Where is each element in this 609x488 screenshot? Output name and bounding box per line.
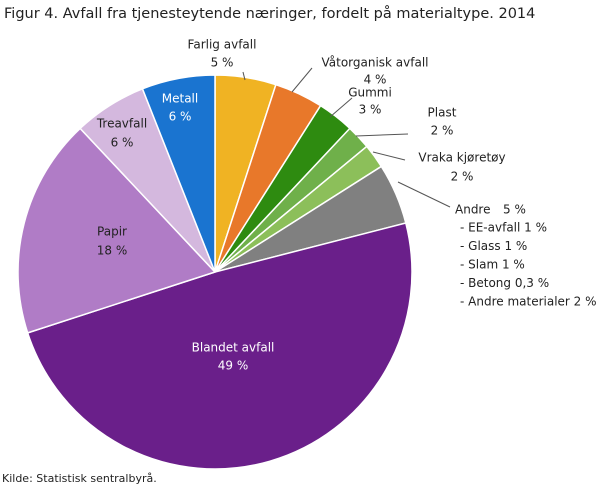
leader-line: [291, 67, 313, 93]
slice-label: Vraka kjøretøy: [418, 151, 505, 165]
annotation: - Andre materialer 2 %: [460, 295, 597, 309]
value-label: 6 %: [111, 136, 134, 150]
value-label: 2 %: [431, 124, 454, 138]
slice-label: Papir: [97, 225, 127, 239]
source: Kilde: Statistisk sentralbyrå.: [2, 472, 157, 485]
slice-label: Blandet avfall: [192, 341, 275, 355]
pie-slice: [17, 127, 217, 334]
leader-line: [372, 151, 406, 161]
value-label: 5 %: [503, 203, 526, 217]
value-label: 4 %: [364, 73, 387, 87]
leader-line: [355, 133, 409, 137]
slice-label: Farlig avfall: [188, 38, 257, 52]
value-label: 2 %: [451, 170, 474, 184]
pie-slice: [26, 222, 413, 470]
annotation: - Slam 1 %: [460, 258, 525, 272]
slice-label: Treavfall: [96, 117, 147, 131]
value-label: 3 %: [359, 103, 382, 117]
leader-line: [242, 71, 246, 81]
value-label: 49 %: [218, 359, 249, 373]
pie-slice: [141, 74, 216, 273]
value-label: 6 %: [169, 110, 192, 124]
annotation: - Glass 1 %: [460, 239, 527, 253]
value-label: 5 %: [211, 56, 234, 70]
value-label: 18 %: [97, 244, 128, 258]
annotation: - EE-avfall 1 %: [460, 221, 547, 235]
slice-label: Plast: [428, 106, 457, 120]
slice-label: Våtorganisk avfall: [321, 56, 428, 70]
slice-label: Andre: [455, 203, 490, 217]
annotation: - Betong 0,3 %: [460, 276, 549, 290]
leader-line: [397, 181, 451, 208]
slice-label: Gummi: [348, 86, 392, 100]
leader-line: [329, 97, 353, 118]
chart-title: Figur 4. Avfall fra tjenesteytende nærin…: [4, 5, 535, 22]
slice-label: Metall: [162, 92, 198, 106]
